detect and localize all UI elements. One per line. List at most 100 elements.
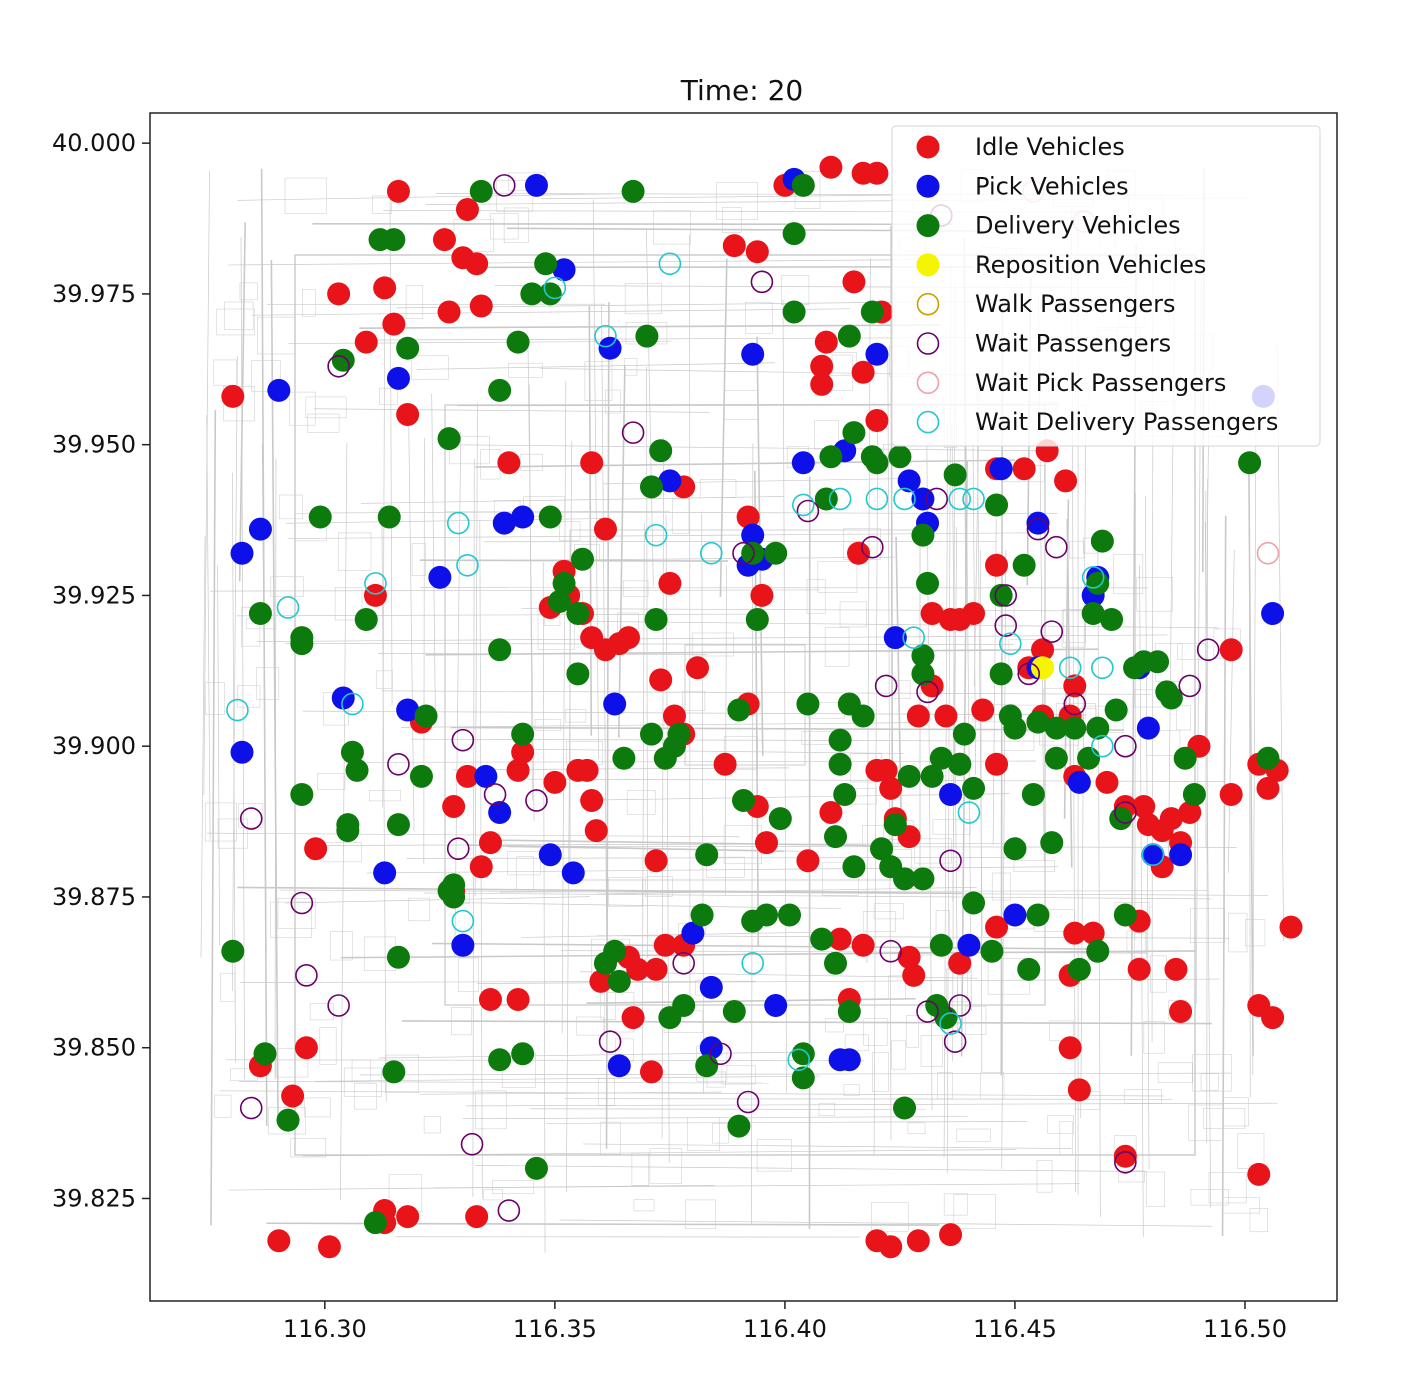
pick-vehicles-point (538, 843, 562, 867)
legend-label-walk-passengers: Walk Passengers (975, 290, 1176, 318)
road-line (665, 514, 670, 1163)
delivery-vehicles-point (962, 776, 986, 800)
road-block (275, 1048, 309, 1078)
delivery-vehicles-point (340, 740, 364, 764)
idle-vehicles-point (934, 704, 958, 728)
road-block (405, 285, 424, 319)
road-line (389, 199, 393, 706)
delivery-vehicles-point (727, 698, 751, 722)
road-line (617, 365, 626, 738)
pick-vehicles-point (741, 523, 765, 547)
idle-vehicles-point (842, 270, 866, 294)
wait-passengers-point (598, 1030, 622, 1053)
wait-passengers-point (861, 535, 884, 559)
road-block (584, 361, 613, 401)
legend-marker-walk-passengers (916, 292, 940, 316)
idle-vehicles-point (386, 179, 410, 203)
road-block (965, 1006, 987, 1035)
idle-vehicles-point (396, 1205, 420, 1229)
road-block (270, 576, 304, 597)
wait-delivery-passengers-point (1058, 656, 1082, 680)
idle-vehicles-point (653, 933, 677, 957)
delivery-vehicles-point (916, 571, 940, 595)
idle-vehicles-point (879, 776, 903, 800)
pick-vehicles-point (230, 541, 254, 565)
road-line (565, 441, 573, 1192)
delivery-vehicles-point (639, 475, 663, 499)
legend: Idle Vehicles Pick Vehicles Delivery Vehic… (891, 125, 1321, 447)
road-line (210, 410, 217, 1226)
road-block (475, 1090, 507, 1130)
road-block (458, 957, 479, 992)
road-line (546, 1121, 1028, 1124)
road-block (672, 498, 690, 534)
idle-vehicles-point (382, 312, 406, 336)
road-line (287, 532, 1036, 539)
delivery-vehicles-point (612, 746, 636, 770)
pick-vehicles-point (1026, 511, 1050, 535)
wait-delivery-passengers-point (364, 572, 387, 595)
delivery-vehicles-point (1086, 939, 1110, 963)
road-block (411, 355, 449, 380)
idle-vehicles-point (506, 758, 530, 782)
idle-vehicles-point (897, 945, 921, 969)
delivery-vehicles-point (1159, 686, 1183, 710)
road-line (228, 1185, 715, 1191)
road-block (309, 1003, 334, 1021)
delivery-vehicles-point (621, 179, 645, 203)
road-block (1136, 577, 1173, 612)
road-block (507, 851, 541, 876)
delivery-vehicles-point (538, 505, 562, 529)
road-block (943, 1193, 968, 1216)
idle-vehicles-point (985, 553, 1009, 577)
y-tick-label: 39.925 (52, 581, 136, 609)
road-line (231, 355, 238, 992)
road-line (542, 562, 546, 1253)
road-line (313, 408, 710, 413)
idle-vehicles-point (478, 831, 502, 855)
road-block (721, 207, 742, 233)
road-block (653, 210, 691, 245)
delivery-vehicles-point (308, 505, 332, 529)
delivery-vehicles-point (722, 1000, 746, 1024)
delivery-vehicles-point (888, 445, 912, 469)
wait-passengers-point (492, 174, 516, 197)
road-block (756, 1139, 792, 1172)
idle-vehicles-point (713, 752, 737, 776)
pick-vehicles-point (373, 861, 397, 885)
road-block (302, 289, 316, 317)
delivery-vehicles-point (778, 903, 802, 927)
road-block (920, 1035, 943, 1067)
idle-vehicles-point (616, 626, 640, 650)
delivery-vehicles-point (1104, 698, 1128, 722)
idle-vehicles-point (317, 1235, 341, 1259)
road-block (624, 358, 638, 376)
delivery-vehicles-point (998, 704, 1022, 728)
road-block (825, 1018, 844, 1033)
road-block (839, 601, 867, 628)
road-block (871, 1202, 909, 1232)
delivery-vehicles-point (649, 439, 673, 463)
delivery-vehicles-point (639, 722, 663, 746)
delivery-vehicles-point (593, 951, 617, 975)
idle-vehicles-point (621, 1006, 645, 1030)
road-block (1249, 1208, 1268, 1233)
idle-vehicles-point (396, 403, 420, 427)
road-line (450, 444, 1049, 452)
delivery-vehicles-point (1090, 529, 1114, 553)
delivery-vehicles-point (819, 445, 843, 469)
road-block (1047, 1115, 1074, 1134)
road-line (425, 648, 1099, 656)
pick-vehicles-point (791, 451, 815, 475)
idle-vehicles-point (267, 1229, 291, 1253)
delivery-vehicles-point (1026, 710, 1050, 734)
road-line (207, 832, 740, 838)
idle-vehicles-point (1247, 1162, 1271, 1186)
delivery-vehicles-point (377, 505, 401, 529)
road-line (472, 459, 475, 1197)
idle-vehicles-point (755, 831, 779, 855)
road-line (530, 1108, 926, 1110)
delivery-vehicles-point (345, 758, 369, 782)
road-line (1097, 534, 1101, 1218)
wait-delivery-passengers-point (276, 596, 300, 619)
